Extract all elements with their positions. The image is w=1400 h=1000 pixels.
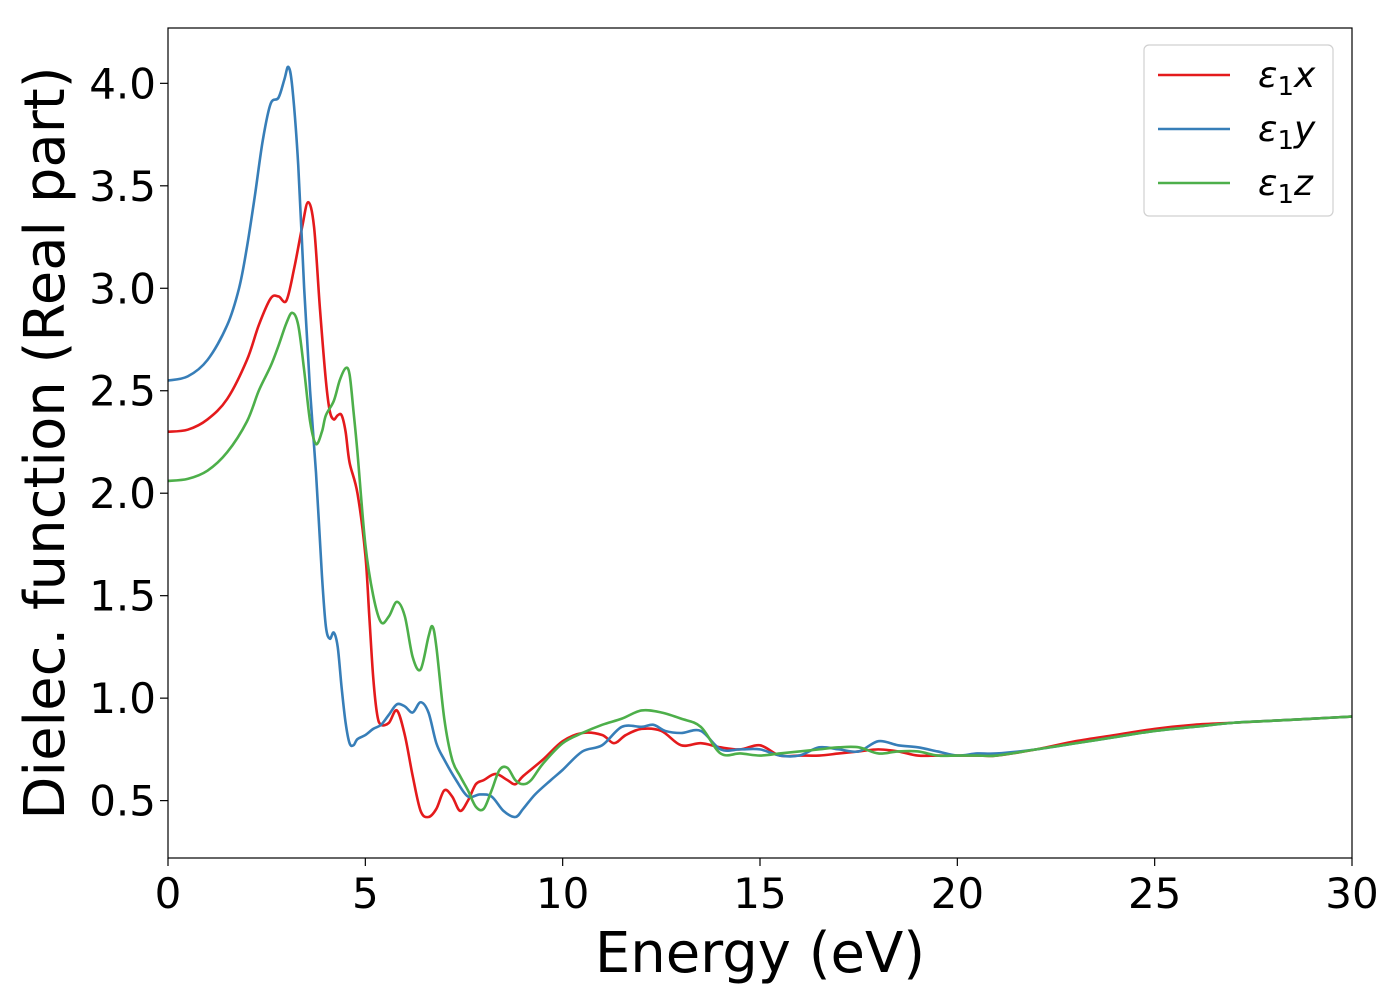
series-line-z [168,311,1352,812]
y-axis: 0.5 1.0 1.5 2.0 2.5 3.0 3.5 4.0 [89,59,168,826]
x-axis: 0 5 10 15 20 25 30 [155,858,1379,918]
x-tick-label: 20 [931,869,984,918]
y-tick-label: 2.5 [89,367,156,416]
series-line-y [168,65,1352,819]
y-tick-label: 3.0 [89,264,156,313]
legend-label-base: ε [1258,163,1277,204]
y-tick-label: 2.0 [89,469,156,518]
legend-label-base: ε [1258,109,1277,150]
y-axis-title: Dielec. function (Real part) [13,66,78,819]
legend-label-x: ε1x [1258,55,1316,102]
y-tick-label: 4.0 [89,59,156,108]
legend-label-variable: x [1293,55,1316,96]
x-tick-label: 15 [733,869,786,918]
x-tick-label: 0 [155,869,182,918]
legend-label-variable: y [1293,109,1316,150]
y-tick-label: 1.5 [89,572,156,621]
legend-label-base: ε [1258,55,1277,96]
x-tick-label: 25 [1128,869,1181,918]
legend-label-subscript: 1 [1277,126,1294,156]
legend-label-y: ε1y [1258,109,1316,156]
y-tick-label: 1.0 [89,674,156,723]
legend-box [1143,44,1334,217]
x-tick-label: 5 [352,869,379,918]
x-tick-label: 10 [536,869,589,918]
series-line-x [168,200,1352,819]
legend-label-variable: z [1293,163,1314,204]
series-layer [168,65,1352,819]
y-tick-label: 3.5 [89,162,156,211]
legend-label-subscript: 1 [1277,72,1294,102]
x-axis-title: Energy (eV) [595,921,925,986]
x-tick-label: 30 [1325,869,1378,918]
legend-label-subscript: 1 [1277,180,1294,210]
y-tick-label: 0.5 [89,777,156,826]
legend-label-z: ε1z [1258,163,1314,210]
